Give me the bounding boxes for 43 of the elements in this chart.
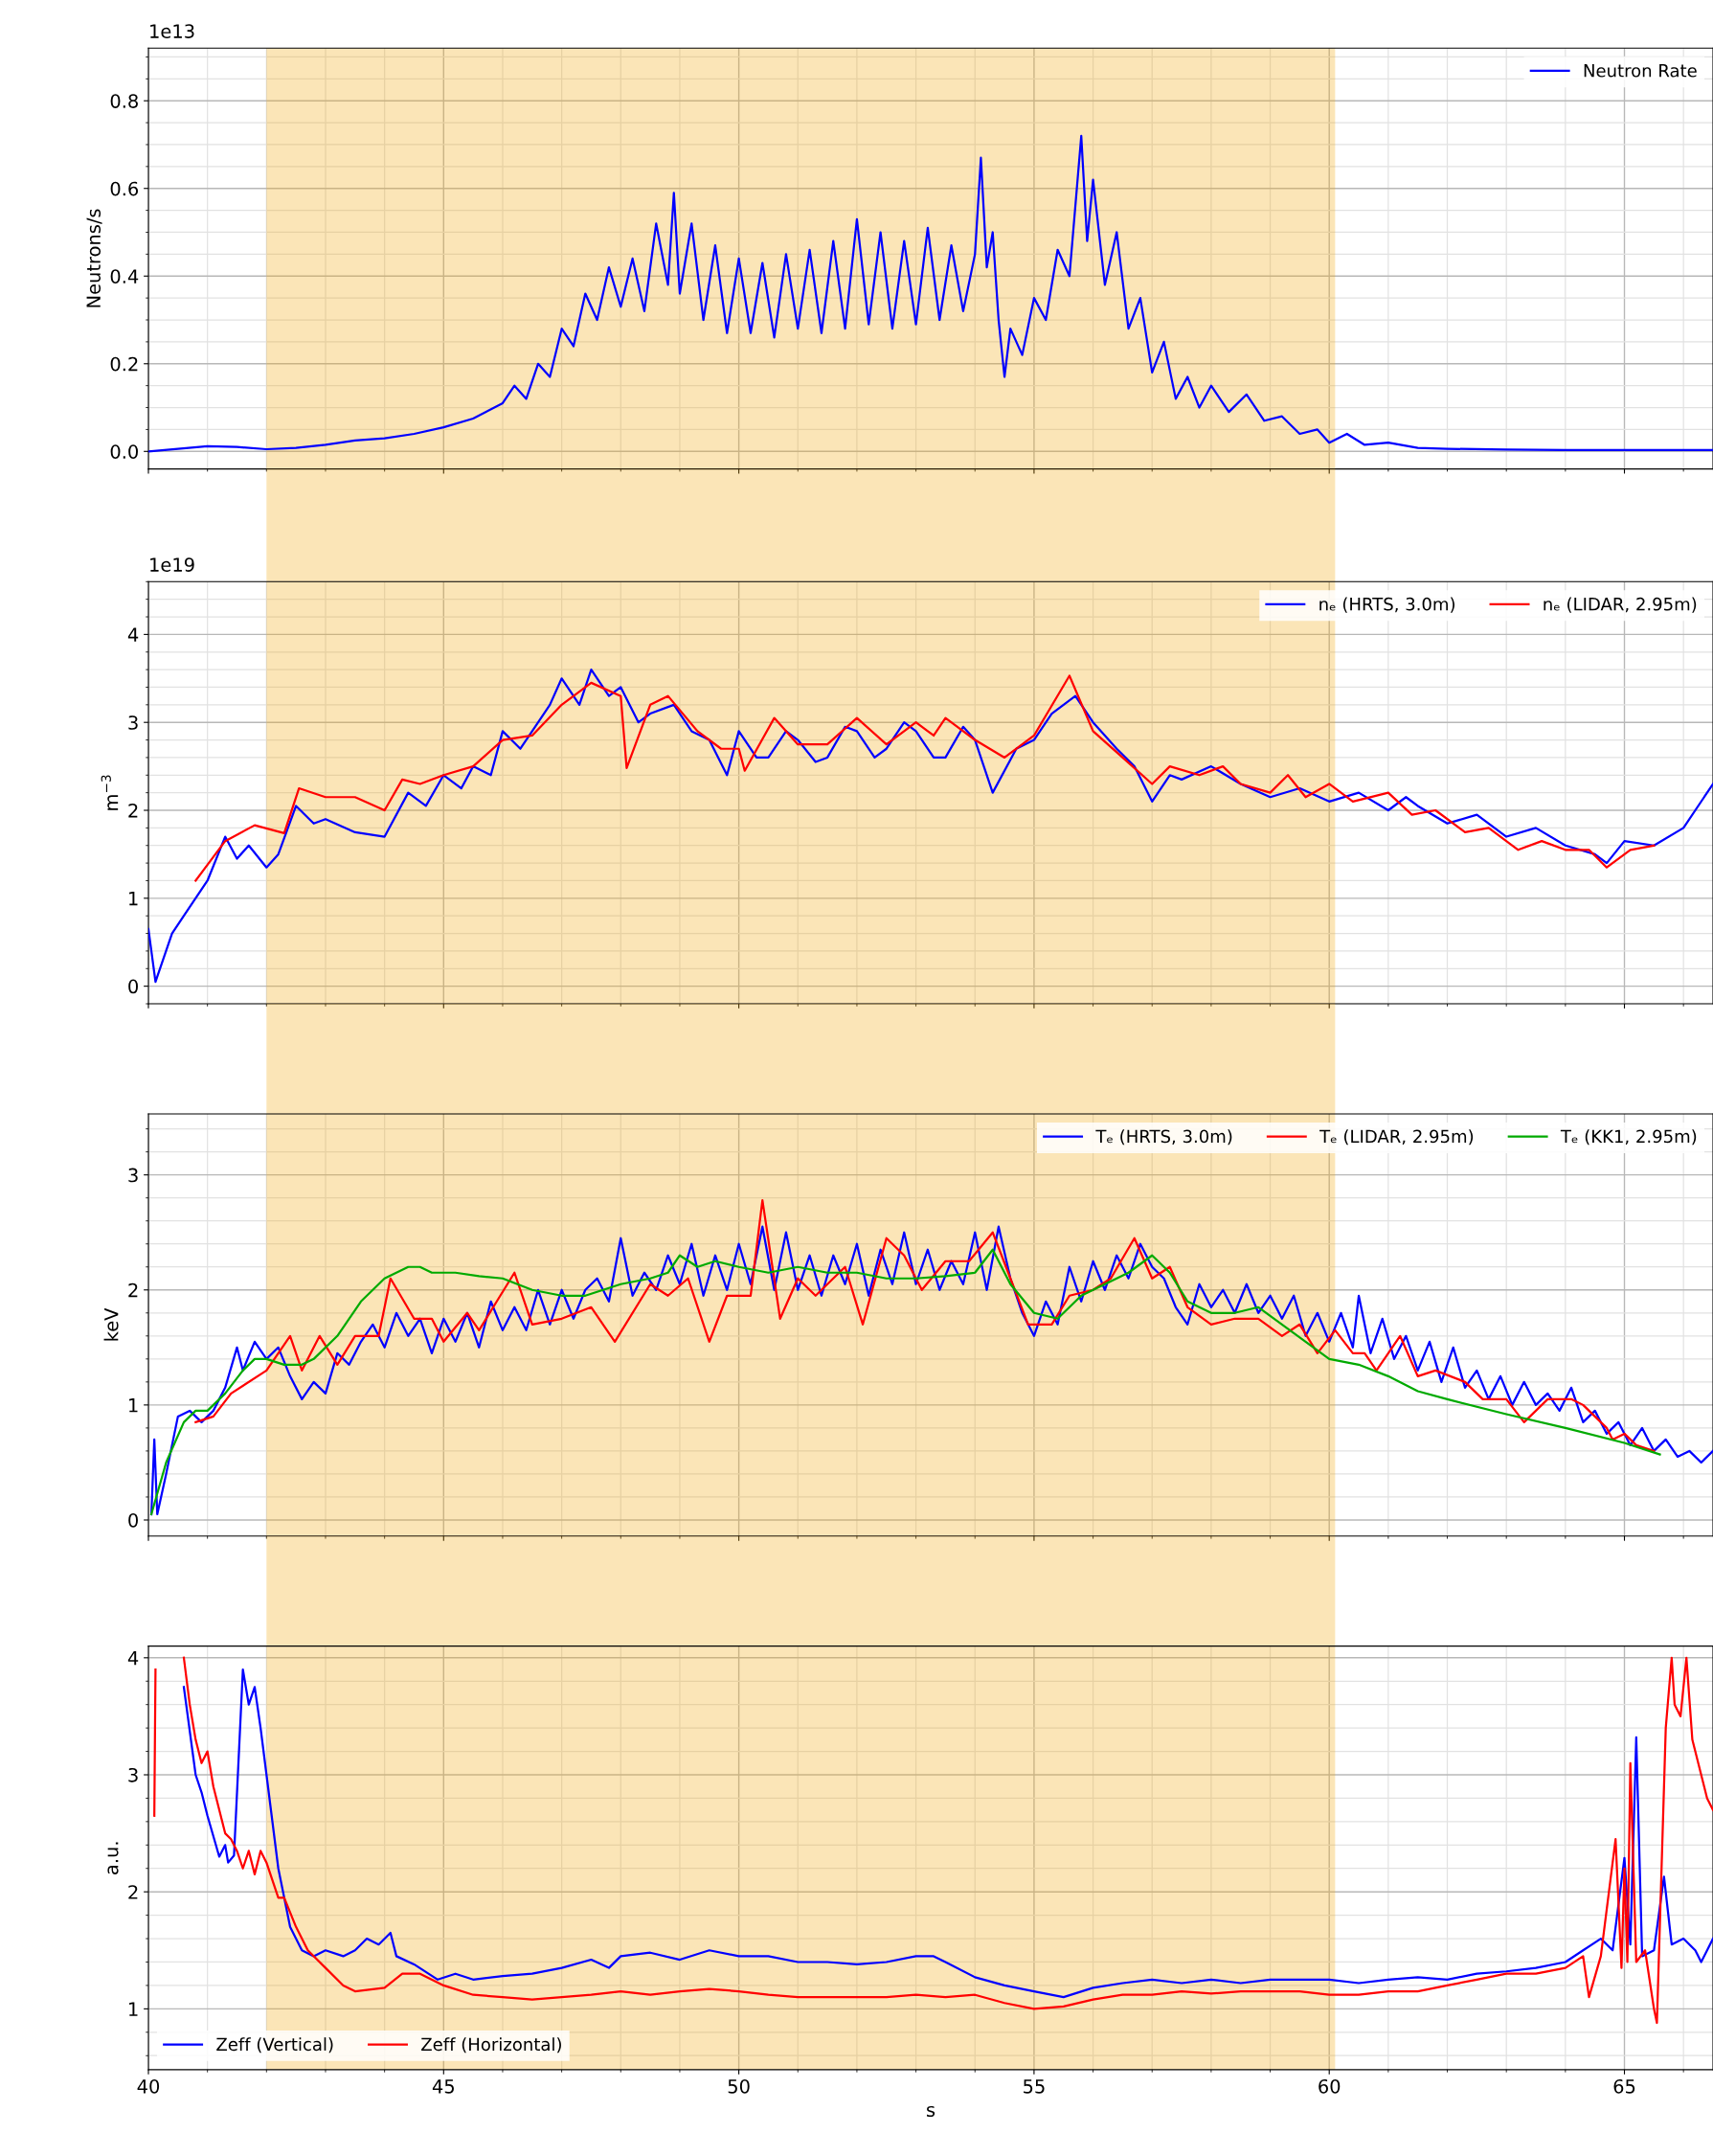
y-tick-label: 3 — [128, 1168, 138, 1183]
legend-label: Neutron Rate — [1584, 64, 1697, 78]
y-tick-label: 0 — [128, 979, 138, 994]
y-tick-label: 0.0 — [110, 444, 138, 459]
y-axis-title: keV — [103, 1307, 119, 1341]
y-axis-title: m$^{−3}$ — [101, 775, 119, 810]
legend-label: Tₑ (HRTS, 3.0m) — [1095, 1129, 1232, 1146]
x-tick-label: 65 — [1613, 2078, 1635, 2094]
text: 1e13 — [150, 24, 194, 38]
legend-label: Zeff (Horizontal) — [421, 2037, 561, 2054]
y-tick-label: 2 — [128, 803, 138, 818]
y-tick-label: 1 — [129, 892, 138, 906]
legend-label: Tₑ (KK1, 2.95m) — [1560, 1129, 1697, 1146]
y-tick-label: 2 — [128, 1282, 138, 1298]
x-tick-label: 50 — [728, 2078, 750, 2094]
line-series — [148, 669, 1713, 984]
y-axis-title: a.u. — [107, 1842, 119, 1874]
x-tick-label: 45 — [432, 2079, 454, 2094]
legend-label: Tₑ (LIDAR, 2.95m) — [1319, 1129, 1474, 1146]
y-tick-label: 3 — [128, 1767, 138, 1782]
legend-label: Zeff (Vertical) — [216, 2037, 333, 2054]
x-tick-label: 40 — [137, 2078, 160, 2094]
y-tick-label: 4 — [127, 1651, 139, 1666]
x-tick-label: 55 — [1024, 2079, 1045, 2094]
line-series — [194, 674, 1656, 882]
y-tick-label: 0.8 — [110, 94, 138, 108]
line-series — [148, 134, 1713, 453]
legend-label: nₑ (HRTS, 3.0m) — [1319, 597, 1454, 613]
legend-label: nₑ (LIDAR, 2.95m) — [1544, 597, 1697, 613]
x-tick-label: 60 — [1319, 2078, 1341, 2094]
text: 1e19 — [150, 557, 194, 572]
y-tick-label: 0.6 — [110, 181, 139, 196]
line-series — [194, 1198, 1656, 1453]
y-tick-label: 1 — [129, 2002, 138, 2016]
y-axis-title: Neutrons/s — [86, 209, 102, 307]
y-tick-label: 0.2 — [110, 356, 138, 372]
y-tick-label: 4 — [127, 627, 139, 642]
x-axis-title: s — [926, 2105, 935, 2118]
y-tick-label: 1 — [129, 1398, 138, 1413]
y-tick-label: 3 — [128, 715, 138, 730]
y-tick-label: 2 — [128, 1885, 138, 1899]
y-tick-label: 0 — [128, 1512, 138, 1528]
y-tick-label: 0.4 — [110, 269, 139, 284]
